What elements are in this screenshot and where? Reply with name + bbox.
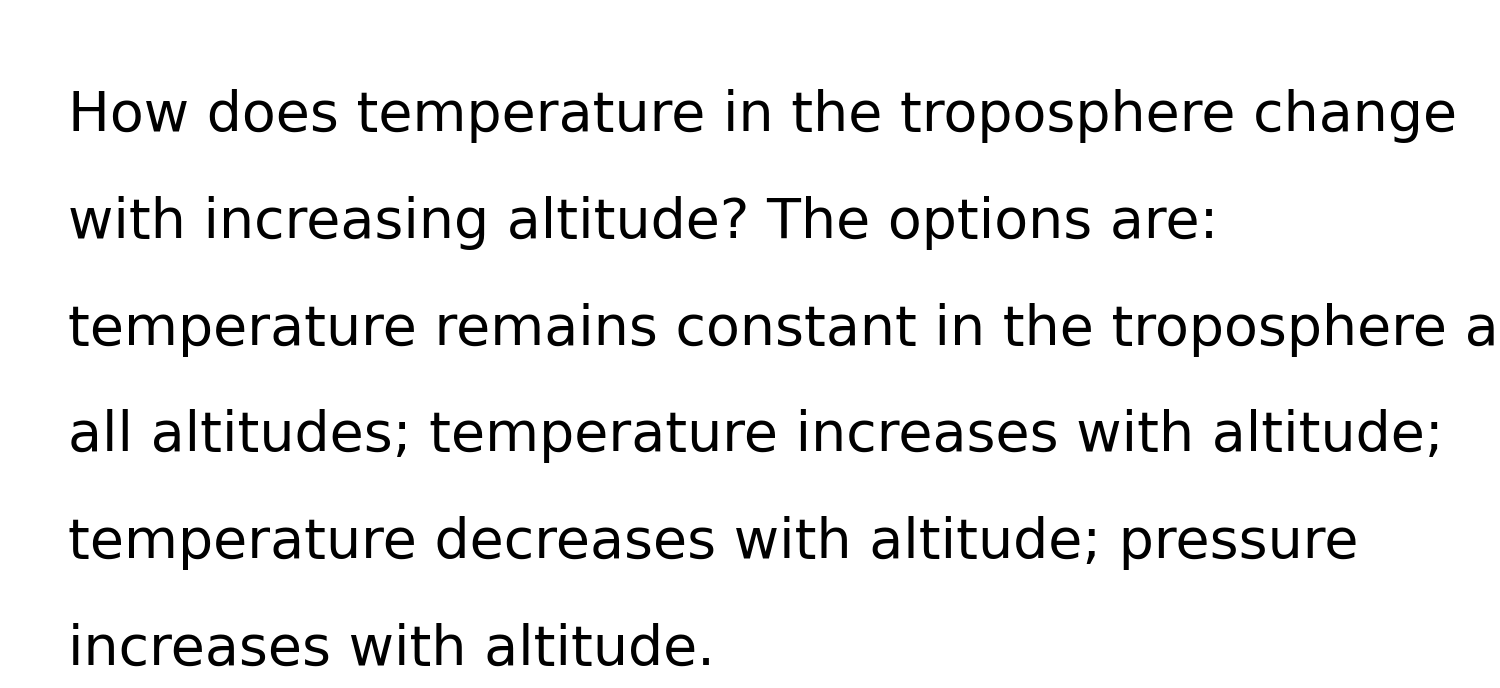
Text: increases with altitude.: increases with altitude. xyxy=(68,623,714,676)
Text: all altitudes; temperature increases with altitude;: all altitudes; temperature increases wit… xyxy=(68,409,1443,463)
Text: temperature decreases with altitude; pressure: temperature decreases with altitude; pre… xyxy=(68,516,1358,570)
Text: How does temperature in the troposphere change: How does temperature in the troposphere … xyxy=(68,89,1456,143)
Text: with increasing altitude? The options are:: with increasing altitude? The options ar… xyxy=(68,196,1218,250)
Text: temperature remains constant in the troposphere at: temperature remains constant in the trop… xyxy=(68,303,1500,356)
